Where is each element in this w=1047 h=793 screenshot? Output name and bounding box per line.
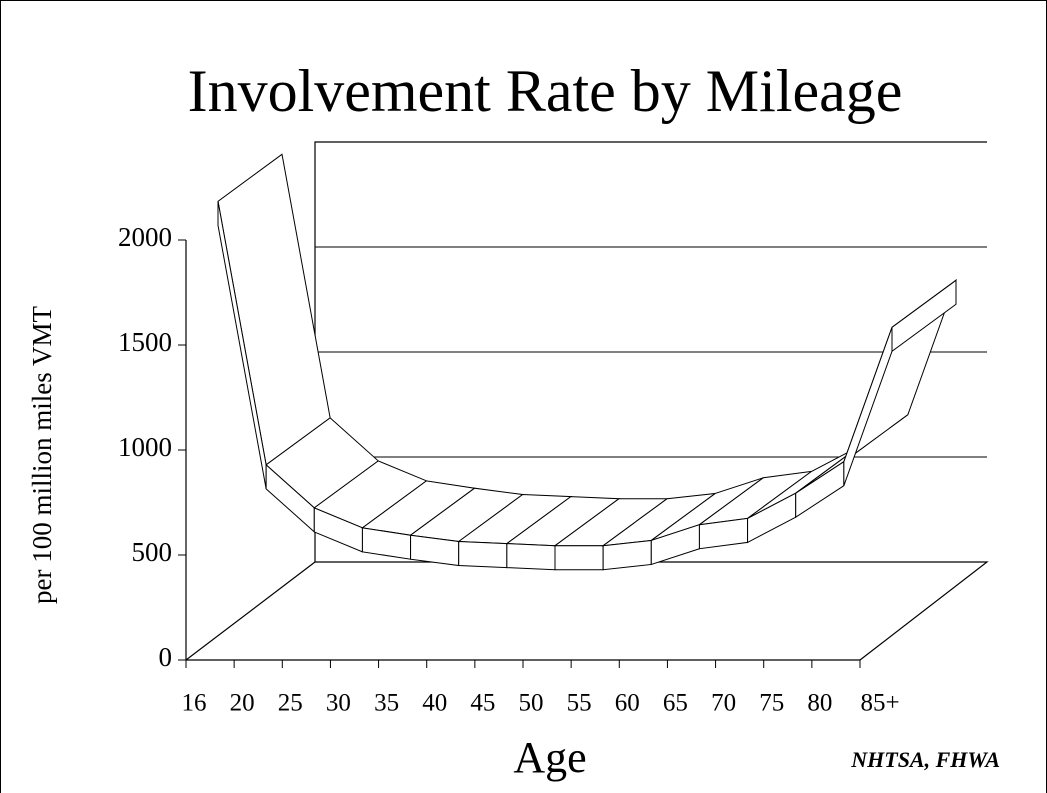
y-tick-label: 1000 (118, 432, 172, 462)
x-axis-label: Age (513, 733, 586, 782)
x-tick-label: 85+ (860, 690, 899, 717)
x-tick-label: 70 (711, 690, 736, 717)
x-tick-label: 30 (326, 690, 351, 717)
x-tick-label: 65 (663, 690, 688, 717)
y-tick-label: 0 (159, 642, 173, 672)
x-tick-label: 75 (759, 690, 784, 717)
y-tick-label: 2000 (118, 222, 172, 252)
x-tick-label: 55 (567, 690, 592, 717)
ribbon-front (458, 540, 508, 569)
ribbon-front (602, 539, 652, 571)
ribbon-front (506, 543, 556, 571)
ribbon-end (891, 279, 957, 353)
x-tick-label: 45 (470, 690, 495, 717)
chart-title: Involvement Rate by Mileage (188, 58, 903, 124)
x-tick-label: 40 (422, 690, 447, 717)
x-tick-label: 35 (374, 690, 399, 717)
x-tick-label: 16 (182, 690, 207, 717)
ribbon-front (554, 545, 604, 571)
y-axis-label: per 100 million miles VMT (27, 306, 57, 604)
x-tick-label: 25 (278, 690, 303, 717)
x-tick-label: 80 (807, 690, 832, 717)
y-tick-label: 1500 (118, 327, 172, 357)
x-tick-label: 50 (519, 690, 544, 717)
x-tick-label: 60 (615, 690, 640, 717)
y-tick-label: 500 (132, 537, 173, 567)
x-tick-label: 20 (230, 690, 255, 717)
source: NHTSA, FHWA (850, 747, 1000, 772)
floor (185, 561, 989, 661)
